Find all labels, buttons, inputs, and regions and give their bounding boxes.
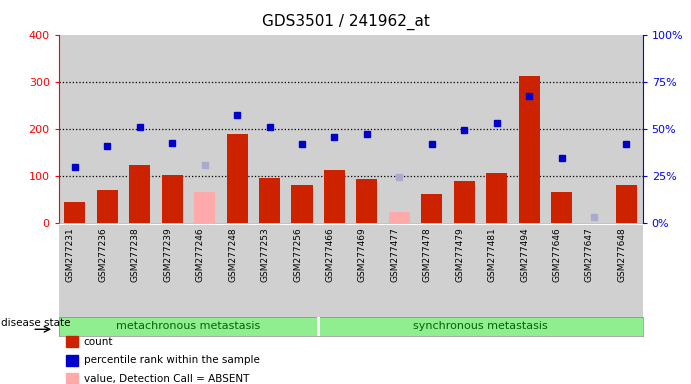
Bar [578,35,610,223]
Bar [59,225,91,317]
Bar [64,202,86,223]
Text: GSM277236: GSM277236 [98,227,107,282]
Text: percentile rank within the sample: percentile rank within the sample [84,355,260,365]
Bar [286,225,319,317]
Text: GSM277648: GSM277648 [618,227,627,282]
Bar [319,317,643,336]
Text: GSM277647: GSM277647 [585,227,594,282]
Bar [350,35,383,223]
Bar [189,225,221,317]
Text: GSM277478: GSM277478 [423,227,432,282]
Bar [162,175,183,223]
Bar [357,179,377,223]
Bar [319,35,350,223]
Bar [129,166,151,223]
Bar [292,185,312,223]
Bar [389,212,410,223]
Bar [610,35,643,223]
Text: GSM277253: GSM277253 [261,227,269,282]
Bar [221,225,254,317]
Bar [319,225,350,317]
Bar [383,35,415,223]
Bar [480,225,513,317]
Bar [551,192,572,223]
Text: GSM277481: GSM277481 [488,227,497,282]
Bar [486,173,507,223]
Bar [383,225,415,317]
Bar [513,35,545,223]
Bar [259,178,280,223]
Bar [254,35,286,223]
Bar [415,35,448,223]
Text: GSM277238: GSM277238 [131,227,140,282]
Bar [422,194,442,223]
Bar [518,76,540,223]
Bar [616,185,637,223]
Bar [194,192,216,223]
Text: GSM277494: GSM277494 [520,227,529,282]
Bar [350,225,383,317]
Text: GSM277239: GSM277239 [163,227,172,282]
Bar [578,225,610,317]
Bar [545,225,578,317]
Bar [156,225,189,317]
Bar [59,317,319,336]
Text: GDS3501 / 241962_at: GDS3501 / 241962_at [262,13,429,30]
Bar [156,35,189,223]
Bar [324,170,345,223]
Text: GSM277479: GSM277479 [455,227,464,282]
Text: value, Detection Call = ABSENT: value, Detection Call = ABSENT [84,374,249,384]
Text: synchronous metastasis: synchronous metastasis [413,321,548,331]
Bar [91,225,124,317]
Bar [448,35,480,223]
Text: GSM277477: GSM277477 [390,227,399,282]
Text: count: count [84,337,113,347]
Bar [480,35,513,223]
Bar [454,181,475,223]
Bar [124,35,156,223]
Text: GSM277231: GSM277231 [66,227,75,282]
Bar [124,225,156,317]
Text: GSM277256: GSM277256 [293,227,302,282]
Bar [545,35,578,223]
Bar [286,35,319,223]
Bar [227,134,247,223]
Text: GSM277469: GSM277469 [358,227,367,282]
Bar [91,35,124,223]
Text: GSM277646: GSM277646 [553,227,562,282]
Bar [610,225,643,317]
Bar [254,225,286,317]
Bar [97,190,118,223]
Text: GSM277466: GSM277466 [325,227,334,282]
Text: GSM277248: GSM277248 [228,227,237,282]
Text: metachronous metastasis: metachronous metastasis [116,321,261,331]
Bar [513,225,545,317]
Bar [189,35,221,223]
Bar [59,35,91,223]
Text: GSM277246: GSM277246 [196,227,205,282]
Text: disease state: disease state [1,318,71,328]
Bar [448,225,480,317]
Bar [415,225,448,317]
Bar [221,35,254,223]
